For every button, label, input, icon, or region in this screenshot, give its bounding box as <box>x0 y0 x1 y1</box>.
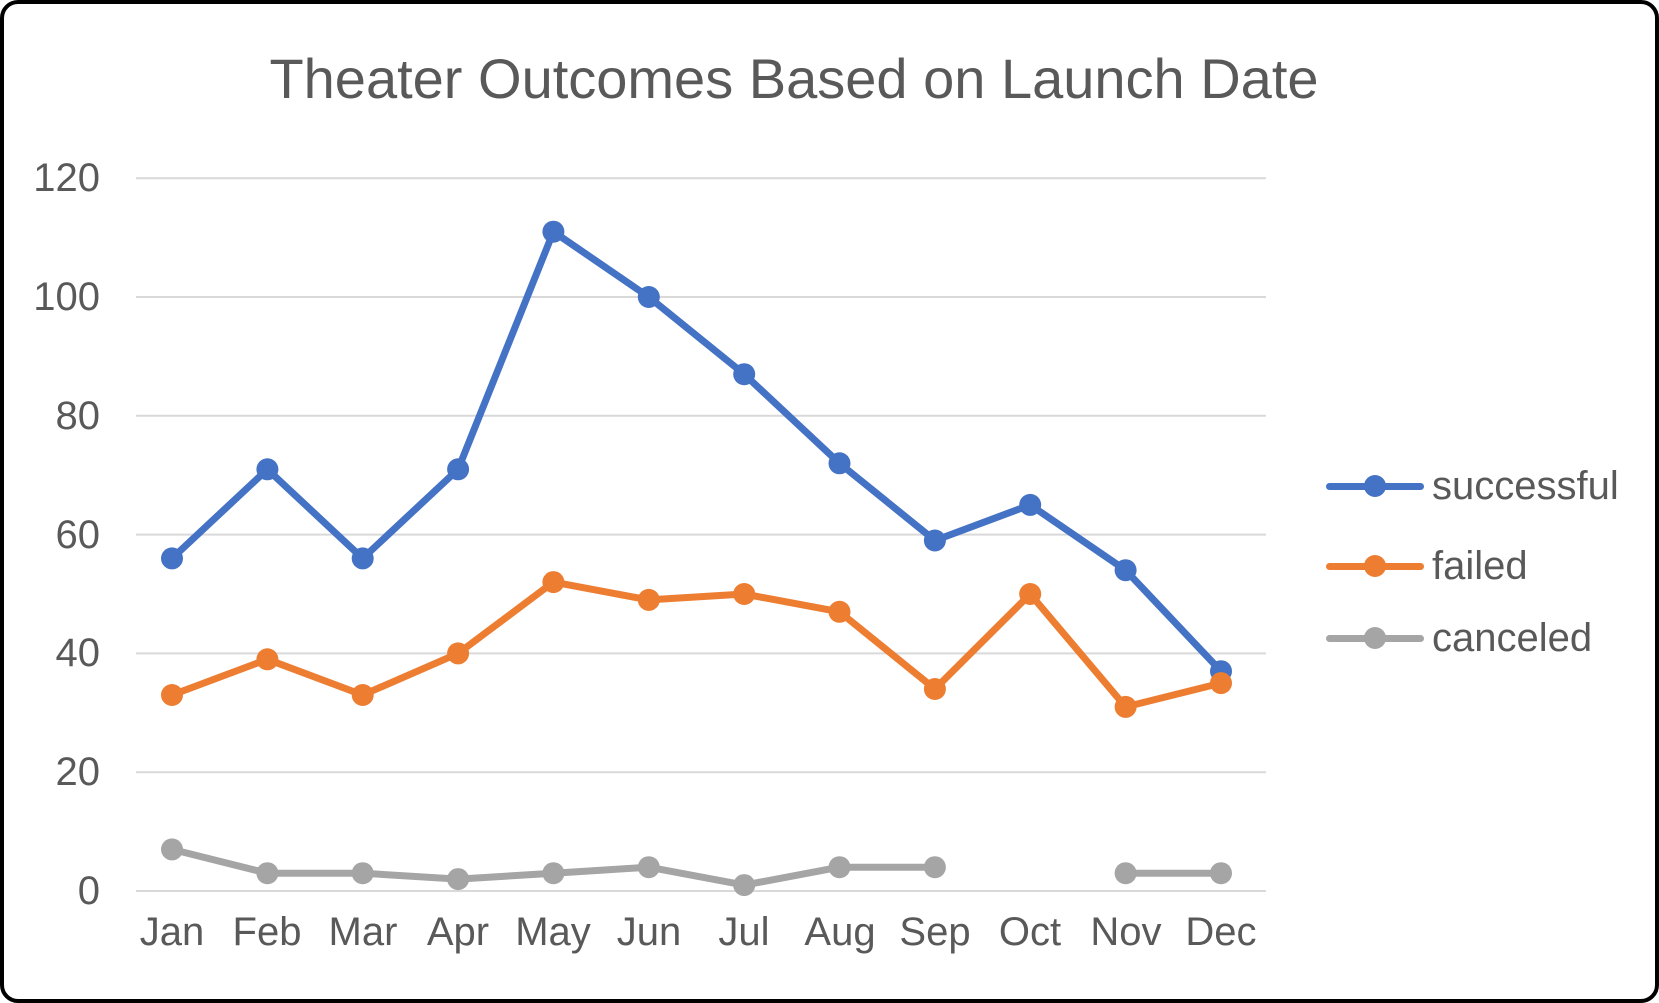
y-axis-tick-label-0: 0 <box>77 869 100 913</box>
data-point-successful-may <box>542 220 565 243</box>
y-axis-tick-label-100: 100 <box>33 275 100 319</box>
data-point-failed-mar <box>351 684 374 706</box>
data-point-canceled-jul <box>733 874 756 897</box>
data-point-successful-oct <box>1019 493 1042 516</box>
legend-label-failed: failed <box>1432 543 1528 588</box>
legend-item-failed: failed <box>1326 544 1528 588</box>
legend-label-successful: successful <box>1432 463 1619 508</box>
x-axis-tick-label-mar: Mar <box>328 910 398 954</box>
data-point-canceled-jun <box>637 856 660 879</box>
y-axis-tick-label-80: 80 <box>55 394 101 438</box>
y-axis-tick-label-60: 60 <box>55 513 101 557</box>
x-axis-tick-label-feb: Feb <box>232 910 302 954</box>
data-point-successful-aug <box>828 452 851 475</box>
data-point-successful-apr <box>447 458 470 481</box>
data-point-failed-sep <box>923 678 946 700</box>
x-axis-tick-label-dec: Dec <box>1185 910 1257 954</box>
data-point-failed-may <box>542 571 565 594</box>
chart-title: Theater Outcomes Based on Launch Date <box>269 47 1319 110</box>
data-point-failed-aug <box>828 600 851 623</box>
data-point-canceled-may <box>542 862 565 885</box>
data-point-canceled-dec <box>1210 862 1232 885</box>
data-point-failed-oct <box>1019 583 1042 605</box>
x-axis-tick-label-aug: Aug <box>804 910 876 954</box>
data-point-successful-feb <box>256 458 279 481</box>
legend-item-canceled: canceled <box>1326 616 1592 660</box>
x-axis-tick-label-nov: Nov <box>1090 910 1162 954</box>
data-point-successful-sep <box>923 529 946 552</box>
x-axis-tick-label-apr: Apr <box>426 910 490 954</box>
x-axis-tick-label-jan: Jan <box>139 910 205 954</box>
series-failed-line <box>168 578 1225 711</box>
x-axis-tick-label-sep: Sep <box>899 910 971 954</box>
plot-area-svg <box>136 177 1266 897</box>
legend-item-successful: successful <box>1326 464 1619 508</box>
data-point-canceled-feb <box>256 862 279 885</box>
legend-dot-canceled <box>1364 627 1386 649</box>
series-successful-line <box>168 228 1225 675</box>
legend-dot-successful <box>1364 475 1386 497</box>
legend-dot-failed <box>1364 555 1386 577</box>
x-axis-tick-label-oct: Oct <box>998 910 1062 954</box>
data-point-failed-apr <box>447 642 470 665</box>
data-point-canceled-jan <box>161 838 183 861</box>
data-point-canceled-nov <box>1114 862 1137 885</box>
legend-marker-failed-icon <box>1326 544 1424 588</box>
data-point-canceled-aug <box>828 856 851 879</box>
data-point-failed-jun <box>637 588 660 611</box>
y-axis-tick-label-20: 20 <box>55 750 101 794</box>
data-point-failed-jul <box>733 583 756 605</box>
legend-marker-successful-icon <box>1326 464 1424 508</box>
legend-marker-canceled-icon <box>1326 616 1424 660</box>
x-axis-tick-label-jun: Jun <box>616 910 682 954</box>
data-point-failed-dec <box>1210 672 1232 695</box>
y-axis-tick-label-40: 40 <box>55 631 101 675</box>
data-point-successful-jun <box>637 286 660 308</box>
x-axis-tick-label-may: May <box>515 910 591 954</box>
y-axis-tick-label-120: 120 <box>33 156 100 200</box>
data-point-failed-nov <box>1114 695 1137 718</box>
data-point-successful-jul <box>733 363 756 386</box>
data-point-successful-jan <box>161 547 183 570</box>
data-point-canceled-sep <box>923 856 946 879</box>
legend-label-canceled: canceled <box>1432 615 1593 660</box>
data-point-failed-jan <box>161 684 183 706</box>
data-point-successful-mar <box>351 547 374 570</box>
data-point-successful-nov <box>1114 559 1137 582</box>
data-point-canceled-mar <box>351 862 374 885</box>
data-point-failed-feb <box>256 648 279 671</box>
x-axis-tick-label-jul: Jul <box>718 910 770 954</box>
data-point-canceled-apr <box>447 868 470 891</box>
